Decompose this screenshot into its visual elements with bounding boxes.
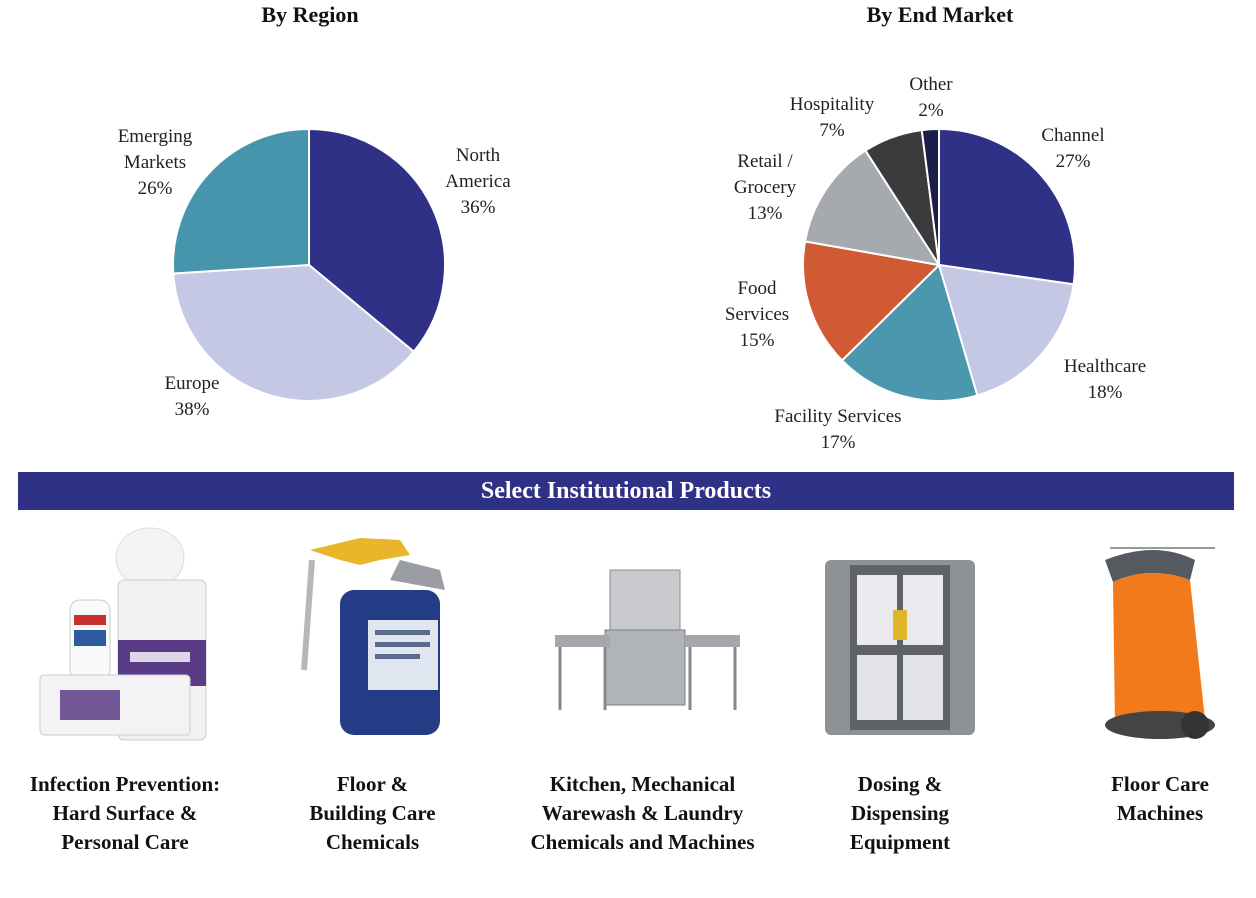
pie-slice-other	[920, 127, 940, 266]
data-label-hospitality: Hospitality 7%	[790, 94, 875, 141]
dishwasher-machine-icon	[550, 520, 740, 750]
dispenser-cabinet-icon	[815, 520, 985, 750]
spray-bottle-icon	[290, 520, 460, 750]
pie-slice-north-america	[308, 127, 446, 354]
floor-scrubber-icon	[1085, 520, 1235, 750]
pie-slice-emerging-markets	[172, 127, 310, 275]
data-label-europe: Europe 38%	[165, 373, 220, 420]
pie-slice-europe	[172, 263, 416, 402]
product-label-infection-prevention: Infection Prevention: Hard Surface & Perso…	[29, 772, 221, 854]
data-label-channel: Channel 27%	[1041, 125, 1104, 172]
chart-title-by-end-market: By End Market	[866, 2, 1014, 27]
pie-slice-retail-grocery	[803, 149, 942, 267]
product-label-kitchen-warewash-laundry: Kitchen, Mechanical Warewash & Laundry Che…	[530, 772, 755, 854]
pie-slice-facility-services	[840, 263, 979, 402]
pie-slice-healthcare	[937, 263, 1075, 397]
data-label-retail-grocery: Retail / Grocery 13%	[734, 151, 797, 224]
data-label-healthcare: Healthcare 18%	[1064, 356, 1146, 403]
pie-slice-food-services	[802, 240, 942, 362]
pie-slice-channel	[938, 127, 1077, 286]
data-label-other: Other 2%	[909, 74, 953, 121]
chart-title-by-region: By Region	[261, 2, 359, 27]
product-label-floor-care-machines: Floor Care Machines	[1111, 772, 1209, 825]
data-label-north-america: North America 36%	[445, 145, 511, 218]
data-label-emerging-markets: Emerging Markets 26%	[118, 126, 193, 199]
disinfectant-wipes-icon	[30, 520, 230, 750]
product-label-dosing-dispensing: Dosing & Dispensing Equipment	[849, 772, 951, 854]
product-label-floor-building-care: Floor & Building Care Chemicals	[309, 772, 436, 854]
pie-charts: North America 36% Europe 38% Emerging Markets 2…	[118, 74, 1146, 453]
section-banner: Select Institutional Products	[18, 472, 1234, 510]
data-label-food-services: Food Services 15%	[725, 278, 789, 351]
data-label-facility-services: Facility Services 17%	[774, 406, 901, 453]
